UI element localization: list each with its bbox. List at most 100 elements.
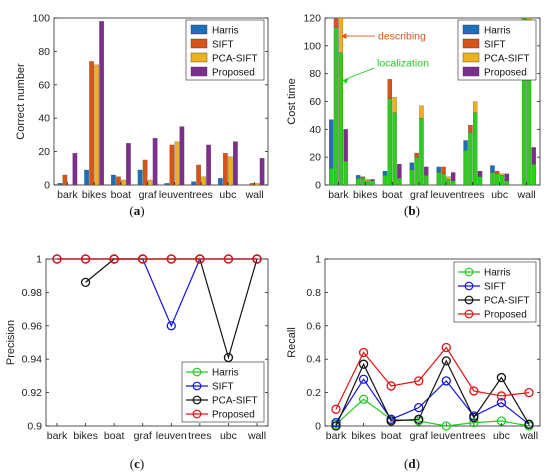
bar-describing [446, 176, 451, 180]
y-axis-label: Precision [5, 320, 17, 365]
bar-localization [526, 73, 532, 186]
annotation-arrowhead [342, 78, 349, 84]
panel-b-cost-time: 0 20 40 60 80 100 120 Cost time bark bikes boat gra… [286, 13, 541, 218]
y-tick-label: 100 [303, 40, 321, 52]
bar-localization [365, 180, 370, 186]
data-point [496, 397, 507, 408]
bar-localization [446, 179, 451, 186]
plot-frame [324, 258, 541, 427]
x-tick-label: wall [517, 189, 536, 201]
bar-describing [495, 170, 500, 174]
legend-label: Harris [484, 268, 511, 279]
legend-marker [192, 367, 202, 377]
x-tick-label: bark [57, 189, 78, 201]
data-point [524, 387, 534, 398]
bar-describing [531, 147, 536, 165]
bar-localization [473, 112, 478, 186]
bar-localization [397, 177, 402, 186]
y-tick-label: 40 [309, 124, 321, 136]
bar [169, 144, 175, 186]
legend-swatch [462, 38, 480, 49]
x-tick-label: ubc [220, 430, 237, 442]
data-point [441, 356, 451, 366]
panel-caption: (b) [404, 203, 420, 218]
y-tick-label: 0.96 [22, 320, 43, 332]
bar-localization [333, 27, 339, 186]
bar-describing [468, 125, 473, 133]
data-point [223, 254, 234, 264]
y-axis-label: Cost time [286, 78, 298, 124]
bar [259, 158, 265, 186]
bar-describing [392, 97, 397, 113]
x-tick-label: graf [410, 189, 428, 201]
y-tick-label: 60 [309, 96, 321, 108]
bar-localization [338, 52, 344, 186]
bar-describing [370, 179, 375, 181]
x-tick-label: bark [47, 430, 68, 442]
data-point [441, 342, 451, 353]
bar-localization [343, 161, 348, 186]
legend-swatch [190, 24, 208, 35]
bar-localization [387, 98, 392, 186]
bar [137, 169, 143, 186]
bar-localization [450, 180, 456, 186]
data-point [358, 374, 369, 384]
data-point [469, 386, 479, 396]
data-point [331, 418, 341, 428]
legend-label: PCA-SIFT [212, 54, 258, 65]
bar [111, 174, 116, 186]
annotation-arrowhead [341, 33, 347, 40]
y-tick-label: 0 [315, 180, 321, 192]
x-tick-label: boat [382, 189, 403, 201]
y-tick-label: 0.92 [22, 387, 43, 399]
panel-c-precision: 0.9 0.92 0.94 0.96 0.98 1 Precision bark bikes bo… [5, 254, 269, 471]
legend-label: SIFT [484, 40, 506, 51]
x-tick-label: trees [462, 430, 485, 442]
bar [164, 183, 170, 186]
data-point [358, 347, 369, 358]
y-tick-label: 0.6 [306, 320, 321, 332]
data-point [496, 372, 507, 383]
data-point [223, 352, 234, 363]
data-point [441, 421, 451, 431]
bar-describing [499, 173, 505, 176]
series-line [335, 359, 530, 427]
series-proposed [331, 342, 534, 414]
y-tick-label: 0.4 [306, 354, 321, 366]
bar-describing [397, 164, 402, 179]
x-tick-label: boat [111, 189, 132, 201]
bar-localization [468, 132, 473, 186]
legend-label: PCA-SIFT [212, 396, 258, 407]
x-tick-label: graf [139, 189, 157, 201]
data-point [358, 394, 369, 404]
data-point [496, 391, 507, 401]
y-tick-label: 20 [38, 146, 50, 158]
y-tick-label: 0 [315, 421, 321, 433]
bar-describing [409, 162, 415, 170]
data-point [414, 376, 424, 386]
bar-localization [329, 168, 334, 186]
y-tick-label: 120 [303, 13, 321, 25]
bar [142, 159, 148, 186]
bar-localization [436, 172, 441, 186]
y-tick-label: 60 [38, 79, 50, 91]
series-line [335, 378, 530, 425]
bar-describing [343, 129, 348, 162]
x-tick-label: boat [381, 430, 402, 442]
y-tick-label: 0.94 [22, 354, 43, 366]
bar-describing [477, 170, 483, 177]
data-point [166, 321, 176, 331]
data-point [195, 254, 205, 264]
plot-frame [53, 17, 269, 186]
bar [201, 176, 206, 186]
panel-caption: (d) [404, 456, 420, 471]
y-tick-label: 0 [44, 180, 50, 192]
panel-caption: (c) [130, 456, 144, 471]
legend-label: SIFT [484, 282, 506, 293]
legend-marker [464, 281, 474, 291]
x-tick-label: graf [410, 430, 428, 442]
legend-label: Proposed [212, 68, 255, 79]
legend-label: SIFT [212, 382, 234, 393]
legend-swatch [190, 52, 208, 63]
